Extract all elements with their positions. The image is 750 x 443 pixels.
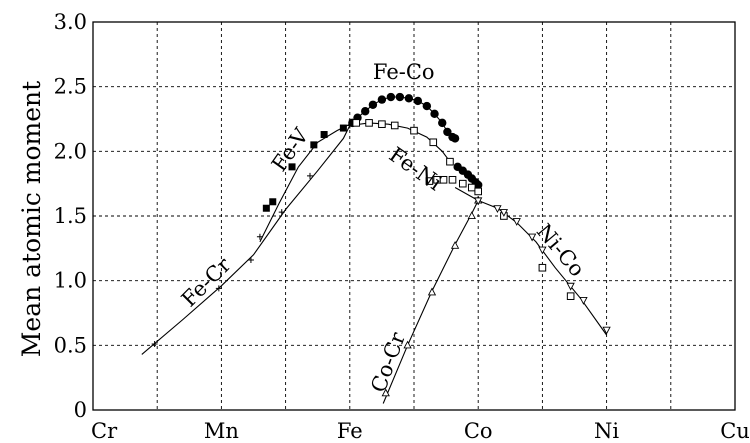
y-tick-label: 2.0 (54, 139, 87, 163)
point-fe-ni (425, 177, 434, 185)
point-ni-co (512, 218, 521, 226)
point-fe-ni (458, 179, 467, 188)
y-tick-labels: 0 0.5 1.0 1.5 2.0 2.5 3.0 (54, 10, 87, 422)
point-fe-cr (306, 172, 313, 179)
y-tick-label: 3.0 (54, 10, 87, 34)
series-label-fe-co: Fe-Co (373, 60, 435, 84)
point-co-cr (467, 211, 476, 220)
point-ni-co (566, 282, 575, 291)
point-fe-co (430, 109, 439, 119)
series-label-co-cr: Co-Cr (366, 328, 410, 395)
series-curves (141, 96, 608, 404)
point-fe-ni (474, 187, 482, 196)
point-fe-ni (467, 183, 476, 192)
plot-frame (92, 21, 736, 411)
point-co-cr (403, 340, 412, 349)
point-fe-cr (151, 341, 158, 348)
point-co-cr (381, 388, 390, 397)
point-ni-co (538, 246, 547, 255)
curve-fe-co (349, 96, 456, 139)
point-fe-cr (215, 285, 222, 292)
y-tick-label: 0 (74, 398, 87, 422)
point-fe-ni (378, 120, 386, 128)
point-fe-co (386, 92, 396, 102)
curve-fe-v (259, 122, 353, 243)
point-fe-v (269, 198, 277, 206)
point-fe-v (339, 124, 347, 132)
y-tick-label: 1.0 (54, 269, 87, 293)
curve-co-cr (382, 200, 479, 404)
point-fe-co (361, 107, 370, 116)
x-tick-label-cr: Cr (91, 419, 118, 443)
grid-lines (93, 22, 735, 410)
point-fe-co (395, 92, 405, 102)
x-tick-label-fe: Fe (337, 419, 363, 443)
point-fe-co (413, 96, 423, 106)
point-fe-cr (247, 256, 254, 263)
point-fe-v (348, 119, 356, 127)
point-fe-ni (365, 119, 373, 127)
point-fe-ni (439, 175, 448, 184)
point-ni-co (579, 297, 588, 305)
x-tick-label-cu: Cu (720, 419, 750, 443)
point-fe-v (320, 131, 328, 139)
y-tick-label: 0.5 (54, 333, 87, 357)
point-fe-v (310, 141, 318, 149)
point-fe-ni (538, 263, 547, 272)
point-ni-co (474, 197, 483, 206)
point-fe-ni (410, 126, 418, 135)
point-ni-co (493, 205, 502, 213)
point-fe-ni (446, 157, 454, 166)
point-fe-co (450, 134, 460, 143)
point-fe-co (438, 118, 447, 128)
point-fe-co (474, 180, 483, 190)
point-fe-ni (566, 292, 575, 300)
point-fe-co (422, 101, 432, 111)
point-fe-cr (278, 209, 285, 216)
series-label-fe-v: Fe-V (267, 123, 314, 176)
point-ni-co (527, 233, 537, 242)
series-label-fe-cr: Fe-Cr (177, 252, 236, 311)
x-tick-label-mn: Mn (204, 419, 239, 443)
point-fe-ni (352, 119, 361, 127)
point-fe-ni (390, 121, 399, 130)
point-co-cr (450, 240, 460, 249)
point-fe-v (288, 163, 296, 171)
point-fe-v (262, 204, 270, 212)
x-tick-label-co: Co (464, 419, 493, 443)
y-axis-title: Mean atomic moment (17, 81, 46, 357)
x-tick-label-ni: Ni (594, 419, 619, 443)
series-label-fe-ni: Fe-Ni (385, 142, 447, 195)
point-fe-co (404, 94, 414, 103)
point-fe-co (377, 95, 387, 104)
point-ni-co (499, 209, 509, 217)
point-fe-cr (346, 122, 353, 129)
y-tick-label: 2.5 (54, 75, 87, 99)
point-co-cr (427, 287, 437, 296)
point-fe-co (443, 127, 452, 137)
point-fe-ni (429, 138, 438, 147)
point-ni-co (602, 326, 611, 335)
y-tick-label: 1.5 (54, 204, 87, 228)
curve-fe-cr (141, 125, 351, 355)
x-tick-labels: Cr Mn Fe Co Ni Cu (91, 419, 750, 443)
point-fe-co (368, 100, 378, 109)
point-fe-cr (256, 233, 263, 240)
point-fe-ni (448, 175, 457, 184)
series-markers (151, 92, 611, 397)
